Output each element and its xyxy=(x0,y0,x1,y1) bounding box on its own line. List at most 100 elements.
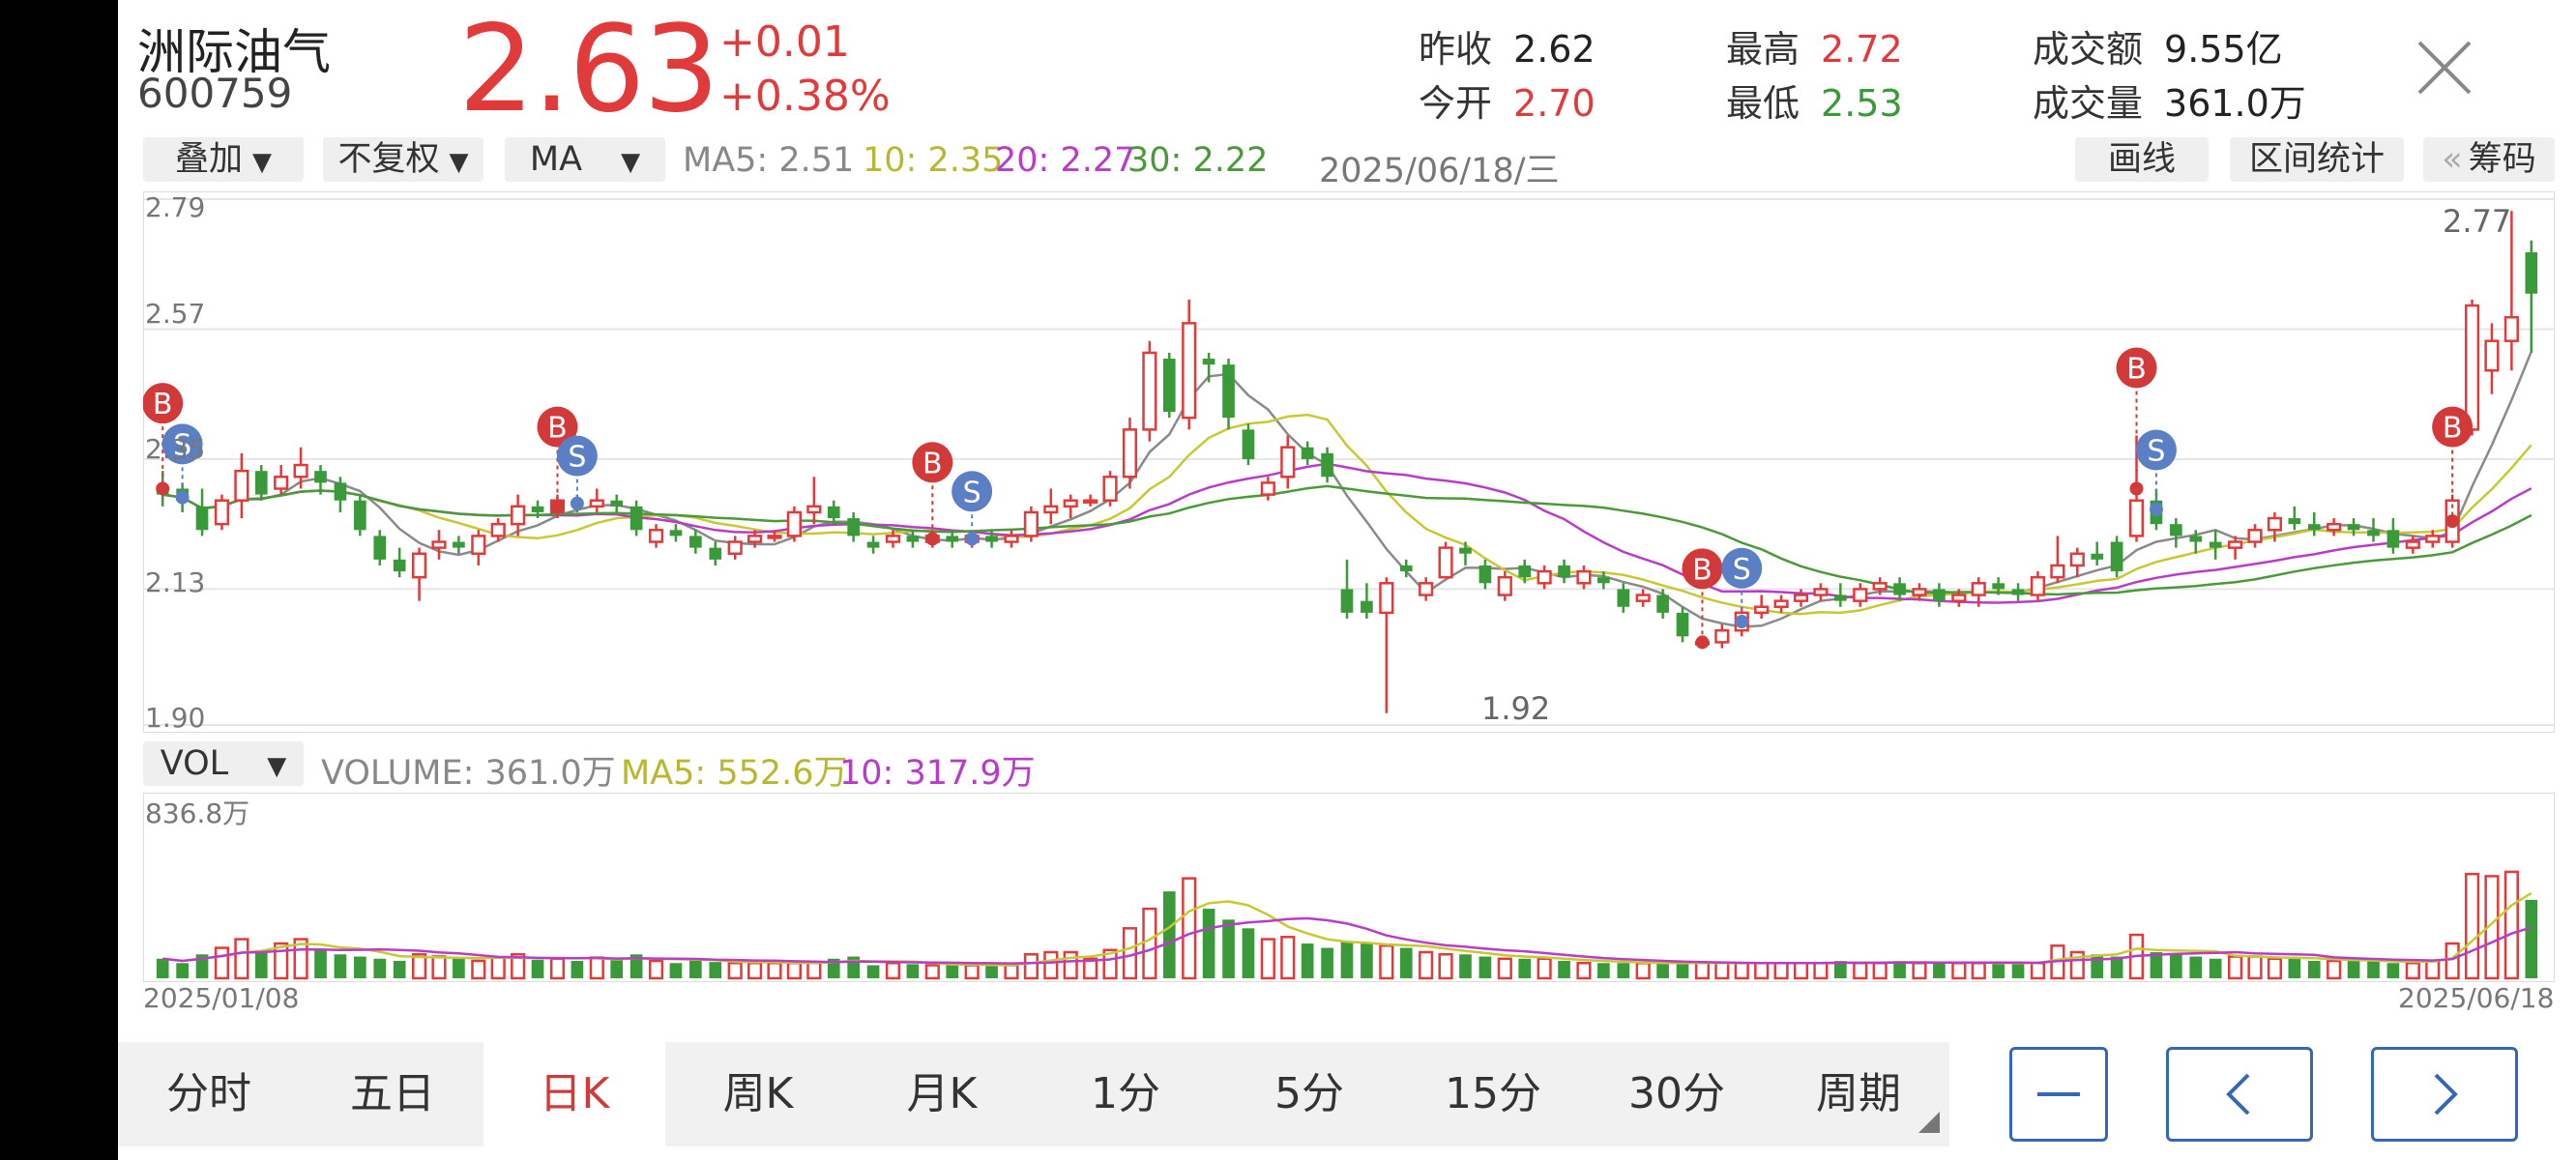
candle xyxy=(453,536,465,554)
tab-0[interactable]: 分时 xyxy=(166,1069,251,1118)
candle xyxy=(2425,530,2441,548)
candle xyxy=(314,465,327,495)
candle xyxy=(885,530,901,548)
volume-bar xyxy=(1497,957,1512,980)
sell-signal[interactable]: S xyxy=(2135,429,2177,516)
tab-7[interactable]: 15分 xyxy=(1445,1069,1541,1118)
sell-signal[interactable]: S xyxy=(951,471,993,546)
chevron-left-icon xyxy=(2226,1073,2250,1116)
volume-bar xyxy=(1222,919,1235,978)
candle xyxy=(786,506,803,542)
candle xyxy=(1063,494,1078,519)
buy-signal[interactable]: B xyxy=(2432,406,2474,529)
candle xyxy=(1162,352,1176,419)
volume-bar xyxy=(1853,962,1868,980)
candle xyxy=(1379,577,1394,713)
close-button[interactable] xyxy=(2410,33,2479,102)
candle xyxy=(1260,477,1275,501)
tab-5[interactable]: 1分 xyxy=(1091,1069,1160,1118)
signal-letter: B xyxy=(1692,553,1712,587)
prev-button[interactable] xyxy=(2166,1047,2313,1142)
buy-signal[interactable]: B xyxy=(912,442,953,546)
stock-code: 600759 xyxy=(137,70,293,117)
zoom-out-button[interactable] xyxy=(2009,1047,2108,1142)
volume-bar xyxy=(1971,962,1986,980)
period-tab-bar xyxy=(118,1042,1949,1146)
sell-signal[interactable]: S xyxy=(1721,547,1763,629)
tab-9[interactable]: 周期 xyxy=(1816,1069,1901,1118)
candle xyxy=(1043,488,1059,525)
volume-bar xyxy=(589,956,604,980)
draw-line-button[interactable]: 画线 xyxy=(2075,137,2209,182)
minus-icon xyxy=(2037,1092,2080,1096)
buy-signal[interactable]: B xyxy=(1682,548,1723,650)
volume-bar xyxy=(1379,944,1394,980)
candle xyxy=(1340,559,1354,619)
volume-bar xyxy=(2464,872,2480,980)
chips-button[interactable]: «筹码 xyxy=(2423,137,2555,182)
volume-bar xyxy=(1162,891,1176,978)
candle xyxy=(195,488,209,536)
volume-chart[interactable] xyxy=(143,793,2555,982)
candle xyxy=(471,530,486,566)
tab-1[interactable]: 五日 xyxy=(350,1069,435,1118)
next-button[interactable] xyxy=(2371,1047,2518,1142)
volume-bar xyxy=(1872,962,1888,980)
sell-signal[interactable]: S xyxy=(556,435,598,510)
volume-bar xyxy=(1558,961,1570,978)
high-annotation: 2.77 xyxy=(2443,203,2512,240)
sell-signal[interactable]: S xyxy=(161,423,203,505)
volume-bar xyxy=(2425,959,2441,980)
volume-bar xyxy=(747,962,763,980)
candle xyxy=(827,500,840,525)
candle xyxy=(1537,565,1552,590)
buy-signal[interactable]: B xyxy=(537,406,578,513)
tab-6[interactable]: 5分 xyxy=(1274,1069,1344,1118)
candle xyxy=(293,447,308,489)
candle xyxy=(354,494,366,536)
tab-8[interactable]: 30分 xyxy=(1628,1069,1725,1118)
volume-bar xyxy=(1694,962,1711,980)
volume-bar xyxy=(2503,870,2519,980)
candle xyxy=(610,494,624,512)
volume-bar xyxy=(885,962,901,980)
volume-bar xyxy=(1280,936,1296,980)
volume-bar xyxy=(648,959,664,980)
volume-bar xyxy=(214,946,230,980)
x-end-date: 2025/06/18 xyxy=(2398,982,2555,1014)
overlay-dropdown[interactable]: 叠加 ▼ xyxy=(143,137,304,182)
volume-bar xyxy=(1321,947,1333,978)
candle xyxy=(1202,352,1215,383)
candle xyxy=(1971,577,1986,607)
volume-bar xyxy=(2386,963,2400,978)
signal-letter: S xyxy=(568,441,586,475)
candle xyxy=(1933,583,1946,607)
candle xyxy=(2367,518,2380,542)
signal-letter: S xyxy=(2147,435,2165,469)
candle xyxy=(254,465,268,501)
candle xyxy=(1280,435,1296,489)
tab-4[interactable]: 月K xyxy=(906,1069,978,1118)
buy-signal[interactable]: B xyxy=(2116,347,2157,496)
candle xyxy=(274,465,289,495)
volume-bar xyxy=(1102,948,1118,980)
candle xyxy=(1321,447,1333,483)
vol-indicator-dropdown[interactable]: VOL ▼ xyxy=(143,741,304,786)
volume-bar xyxy=(2209,958,2222,978)
volume-bar xyxy=(1793,962,1809,980)
candle xyxy=(1438,541,1453,579)
indicator-dropdown[interactable]: MA ▼ xyxy=(505,137,665,182)
volume-bar xyxy=(629,954,643,978)
close-icon xyxy=(2417,41,2472,95)
volume-bar xyxy=(985,965,998,978)
range-stats-button[interactable]: 区间统计 xyxy=(2230,137,2404,182)
adjust-dropdown[interactable]: 不复权 ▼ xyxy=(323,137,483,182)
buy-signal[interactable]: B xyxy=(143,383,184,496)
tab-3[interactable]: 周K xyxy=(722,1069,794,1118)
price-change: +0.01 xyxy=(719,17,850,67)
candle xyxy=(1142,340,1157,442)
tab-2[interactable]: 日K xyxy=(483,1042,665,1146)
candle xyxy=(2386,518,2400,554)
volume-bar xyxy=(1399,947,1413,978)
